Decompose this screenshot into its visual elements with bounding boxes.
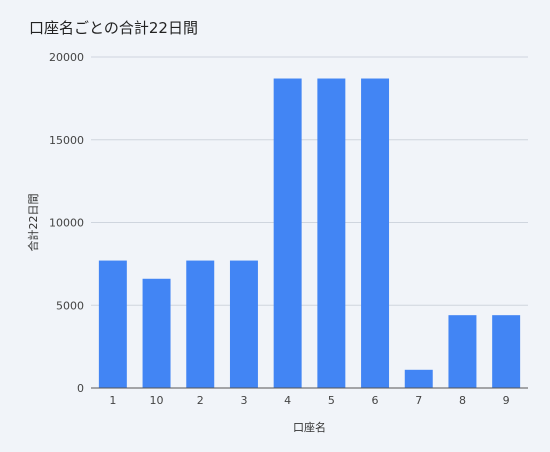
bar xyxy=(229,260,258,388)
x-tick-label: 7 xyxy=(415,394,422,407)
chart-title: 口座名ごとの合計22日間 xyxy=(29,19,198,37)
bar xyxy=(142,278,171,388)
axes: 0 5000 10000 15000 20000 1 10 2 3 4 5 6 7 8 9 xyxy=(49,51,528,407)
y-tick-label: 5000 xyxy=(56,299,84,312)
x-tick-label: 4 xyxy=(284,394,291,407)
x-tick-label: 3 xyxy=(240,394,247,407)
y-tick-label: 0 xyxy=(77,382,84,395)
bar xyxy=(492,315,521,388)
bar xyxy=(404,369,433,388)
x-tick-label: 10 xyxy=(150,394,164,407)
x-tick-label: 9 xyxy=(503,394,510,407)
bar xyxy=(273,78,302,388)
y-axis-title: 合計22日間 xyxy=(26,194,40,252)
x-tick-label: 6 xyxy=(372,394,379,407)
y-tick-label: 10000 xyxy=(49,217,84,230)
x-tick-label: 1 xyxy=(109,394,116,407)
bar xyxy=(361,78,390,388)
x-axis-title: 口座名 xyxy=(293,420,326,434)
bars xyxy=(98,78,521,388)
x-tick-label: 8 xyxy=(459,394,466,407)
bar xyxy=(98,260,127,388)
bar xyxy=(448,315,477,388)
y-tick-label: 15000 xyxy=(49,134,84,147)
x-tick-label: 5 xyxy=(328,394,335,407)
x-tick-label: 2 xyxy=(197,394,204,407)
bar xyxy=(317,78,346,388)
gridlines xyxy=(91,56,528,306)
bar xyxy=(186,260,215,388)
y-tick-label: 20000 xyxy=(49,51,84,64)
